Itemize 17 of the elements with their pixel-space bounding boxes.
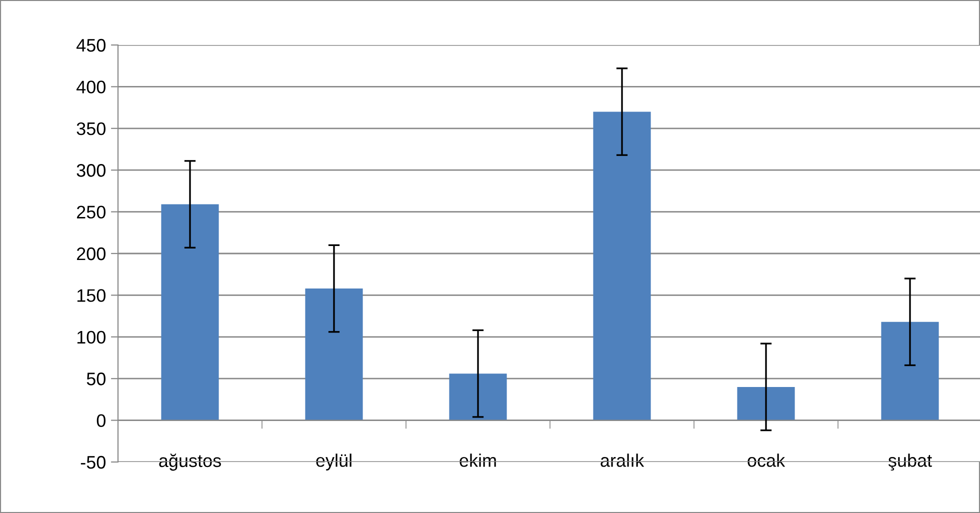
bar [161,204,219,420]
y-tick-label: 150 [77,289,106,302]
y-tick-label: 250 [76,206,106,219]
y-tick-label: 350 [76,122,106,136]
y-tick-label: 450 [76,38,106,52]
bar [305,288,363,420]
y-tick-label: 100 [77,330,106,344]
y-tick-label: 0 [96,414,106,428]
bar [593,112,651,420]
bar [881,322,939,420]
bar [449,374,507,420]
y-tick-label: 300 [76,164,106,177]
y-tick-label: 50 [86,372,106,386]
bar [737,386,795,420]
y-tick-label: -50 [80,456,106,469]
y-tick-label: 400 [76,80,106,94]
y-tick-label: 200 [76,247,106,260]
